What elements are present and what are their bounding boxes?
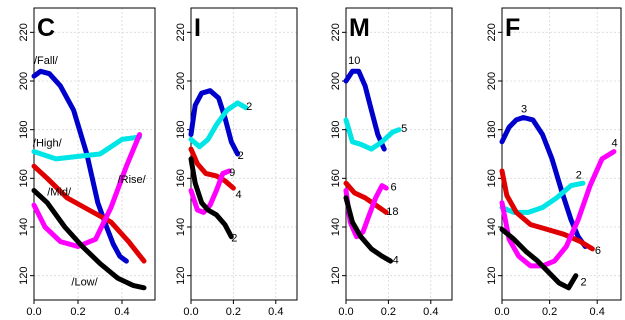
plot-frame — [345, 7, 453, 301]
x-tick-label: 0.2 — [70, 306, 85, 318]
y-tick-label: 160 — [330, 169, 342, 187]
panel-title: I — [194, 14, 201, 42]
annotation-label: /Mid/ — [47, 186, 72, 198]
plot-frame — [501, 7, 622, 301]
y-tick-label: 120 — [18, 266, 30, 284]
annotation-label: 5 — [401, 123, 407, 135]
series-line-2 — [343, 117, 402, 152]
y-tick-label: 120 — [330, 266, 342, 284]
y-tick-label: 200 — [18, 72, 30, 90]
annotation-label: 6 — [595, 245, 601, 257]
y-tick-label: 160 — [175, 169, 187, 187]
series-line-1 — [343, 68, 387, 152]
annotation-label: 4 — [236, 189, 242, 201]
plot-frame — [190, 7, 298, 301]
annotation-label: 9 — [229, 167, 235, 179]
series-line-1 — [188, 88, 241, 157]
x-tick-label: 0.0 — [494, 306, 509, 318]
series-line-5 — [31, 188, 147, 291]
annotation-label: 2 — [231, 233, 237, 245]
panel-title: C — [37, 14, 55, 42]
annotation-label: 2 — [238, 150, 244, 162]
series-line-4 — [188, 168, 232, 215]
series-line-4 — [31, 132, 143, 249]
x-tick-label: 0.4 — [423, 306, 438, 318]
series-line-5 — [499, 226, 579, 291]
series-line-5 — [188, 156, 234, 240]
series-line-3 — [188, 146, 236, 191]
annotation-label: 10 — [348, 55, 360, 67]
y-tick-label: 180 — [18, 120, 30, 138]
annotation-label: /Rise/ — [118, 174, 147, 186]
series-line-3 — [31, 163, 147, 264]
y-tick-label: 160 — [18, 169, 30, 187]
x-tick-label: 0.0 — [183, 306, 198, 318]
y-tick-label: 180 — [486, 120, 498, 138]
annotation-label: 3 — [521, 104, 527, 116]
annotation-label: 4 — [611, 138, 617, 150]
panel-title: M — [349, 14, 370, 42]
annotation-label: 2 — [246, 101, 252, 113]
y-tick-label: 200 — [175, 72, 187, 90]
series-line-2 — [188, 100, 249, 150]
series-line-2 — [31, 134, 143, 162]
series-line-5 — [343, 195, 393, 264]
x-tick-label: 0.0 — [338, 306, 353, 318]
annotation-label: 2 — [581, 276, 587, 288]
annotation-label: /Fall/ — [34, 55, 59, 67]
series-line-3 — [343, 180, 389, 215]
y-tick-label: 120 — [486, 266, 498, 284]
y-tick-label: 220 — [18, 23, 30, 41]
series-line-3 — [499, 168, 595, 252]
annotation-label: 4 — [393, 255, 399, 267]
x-tick-label: 0.4 — [114, 306, 129, 318]
y-tick-label: 160 — [486, 169, 498, 187]
y-tick-label: 120 — [175, 266, 187, 284]
x-tick-label: 0.2 — [226, 306, 241, 318]
y-tick-label: 200 — [486, 72, 498, 90]
y-tick-label: 200 — [330, 72, 342, 90]
y-tick-label: 140 — [486, 218, 498, 236]
y-tick-label: 180 — [330, 120, 342, 138]
annotation-label: 18 — [386, 206, 398, 218]
chart-panel-4: 0.0 0.2 0.4 120 140 160 180 200 220 3 4 2 6 2 F — [486, 7, 622, 318]
panel-title: F — [505, 14, 520, 42]
chart-panel-1: 0.0 0.2 0.4 120 140 160 180 200 220/Fall/ /High/ /… — [18, 7, 156, 318]
x-tick-label: 0.4 — [590, 306, 605, 318]
annotation-label: /High/ — [33, 138, 63, 150]
annotation-label: 2 — [576, 169, 582, 181]
x-tick-label: 0.4 — [268, 306, 283, 318]
x-tick-label: 0.2 — [542, 306, 557, 318]
y-tick-label: 140 — [175, 218, 187, 236]
x-tick-label: 0.2 — [381, 306, 396, 318]
x-tick-label: 0.0 — [26, 306, 41, 318]
y-tick-label: 220 — [175, 23, 187, 41]
y-tick-label: 140 — [18, 218, 30, 236]
annotation-label: /Low/ — [71, 276, 98, 288]
y-tick-label: 180 — [175, 120, 187, 138]
y-tick-label: 220 — [330, 23, 342, 41]
y-tick-label: 220 — [486, 23, 498, 41]
chart-panel-3: 0.0 0.2 0.4 120 140 160 180 200 220 10 5 6 18 4 M — [330, 7, 453, 318]
y-tick-label: 140 — [330, 218, 342, 236]
annotation-label: 6 — [391, 182, 397, 194]
series-line-4 — [499, 149, 617, 269]
